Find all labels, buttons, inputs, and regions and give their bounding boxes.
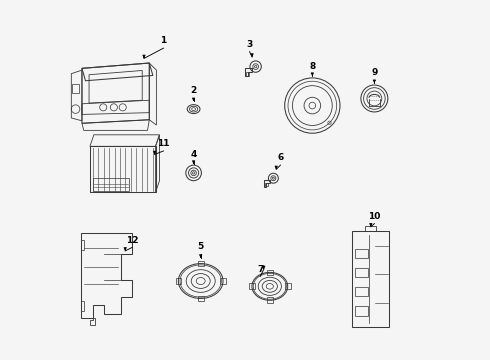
Bar — [81, 240, 84, 250]
Text: 4: 4 — [191, 150, 197, 159]
Bar — [175, 278, 181, 284]
Bar — [198, 296, 203, 301]
Text: 8: 8 — [309, 62, 316, 71]
Text: 6: 6 — [277, 153, 284, 162]
Bar — [93, 178, 129, 190]
Bar — [355, 287, 368, 297]
Text: 3: 3 — [246, 40, 253, 49]
Text: 1: 1 — [160, 36, 167, 45]
Bar — [267, 270, 272, 275]
Bar — [246, 72, 249, 76]
Text: 10: 10 — [368, 212, 381, 221]
Text: 5: 5 — [197, 242, 204, 251]
Text: 12: 12 — [126, 235, 139, 244]
Bar — [285, 283, 291, 289]
Text: 11: 11 — [157, 139, 170, 148]
Bar — [81, 301, 84, 311]
Bar — [267, 297, 272, 303]
Bar — [90, 146, 155, 192]
Bar — [355, 268, 368, 277]
Bar — [220, 278, 226, 284]
Bar — [352, 231, 390, 327]
Bar — [355, 249, 368, 258]
Bar — [355, 306, 368, 316]
Text: 7: 7 — [257, 265, 264, 274]
Bar — [72, 84, 79, 93]
Bar — [265, 183, 268, 186]
Bar — [249, 283, 255, 289]
Text: 2: 2 — [191, 86, 196, 95]
Bar — [365, 226, 376, 231]
Bar — [198, 261, 203, 266]
Text: 9: 9 — [371, 68, 378, 77]
